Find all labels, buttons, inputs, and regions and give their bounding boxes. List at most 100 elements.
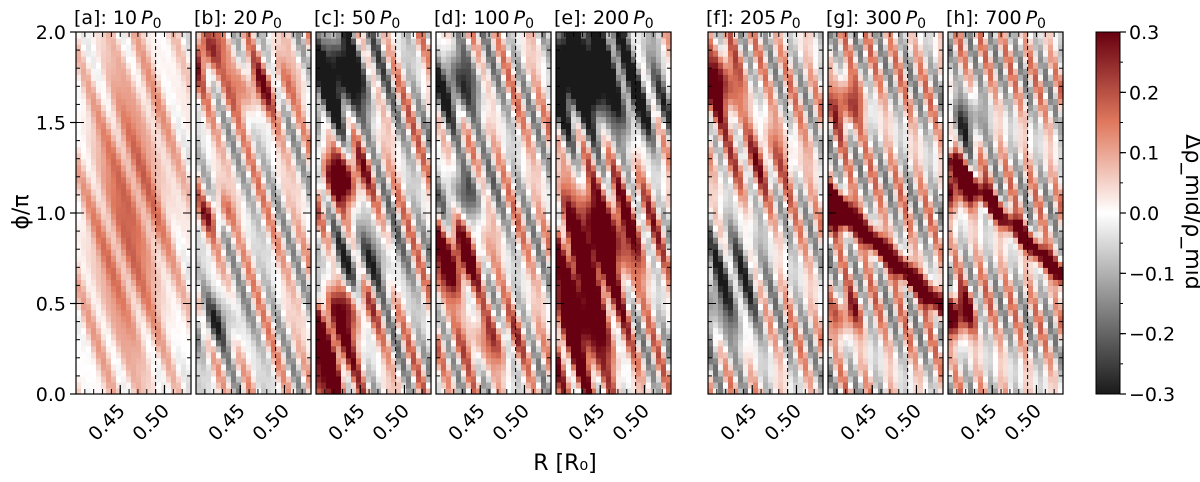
heatmap-cell bbox=[256, 182, 262, 190]
heatmap-cell bbox=[446, 375, 452, 383]
heatmap-cell bbox=[346, 339, 352, 347]
heatmap-cell bbox=[236, 291, 242, 299]
heatmap-cell bbox=[381, 110, 387, 118]
heatmap-cell bbox=[321, 188, 327, 196]
heatmap-cell bbox=[106, 339, 112, 347]
heatmap-cell bbox=[256, 213, 262, 220]
heatmap-cell bbox=[416, 200, 422, 208]
heatmap-cell bbox=[216, 158, 222, 166]
heatmap-cell bbox=[91, 194, 97, 202]
heatmap-cell bbox=[411, 255, 417, 262]
heatmap-cell bbox=[471, 261, 477, 268]
heatmap-cell bbox=[211, 152, 217, 160]
heatmap-cell bbox=[256, 128, 262, 136]
heatmap-cell bbox=[81, 44, 87, 51]
heatmap-cell bbox=[316, 297, 322, 305]
heatmap-cell bbox=[476, 182, 482, 190]
heatmap-cell bbox=[271, 213, 277, 220]
heatmap-cell bbox=[96, 122, 102, 130]
heatmap-cell bbox=[376, 38, 382, 45]
heatmap-cell bbox=[416, 327, 422, 335]
heatmap-cell bbox=[106, 50, 112, 57]
heatmap-cell bbox=[236, 273, 242, 280]
heatmap-cell bbox=[441, 44, 447, 51]
heatmap-cell bbox=[396, 206, 402, 214]
heatmap-cell bbox=[361, 273, 367, 280]
heatmap-cell bbox=[221, 68, 227, 75]
heatmap-cell bbox=[441, 206, 447, 214]
heatmap-cell bbox=[466, 158, 472, 166]
heatmap-cell bbox=[456, 261, 462, 268]
heatmap-cell bbox=[271, 309, 277, 317]
heatmap-cell bbox=[166, 110, 172, 118]
heatmap-cell bbox=[146, 140, 152, 148]
heatmap-cell bbox=[436, 351, 442, 359]
heatmap-cell bbox=[121, 188, 127, 196]
heatmap-cell bbox=[221, 225, 227, 232]
heatmap-cell bbox=[91, 176, 97, 184]
heatmap-cell bbox=[276, 351, 282, 359]
heatmap-cell bbox=[391, 110, 397, 118]
heatmap-cell bbox=[256, 303, 262, 311]
heatmap-cell bbox=[411, 291, 417, 299]
heatmap-cell bbox=[261, 50, 267, 57]
heatmap-cell bbox=[156, 182, 162, 190]
heatmap-cell bbox=[296, 86, 302, 93]
heatmap-cell bbox=[251, 339, 257, 347]
heatmap-cell bbox=[221, 170, 227, 178]
heatmap-cell bbox=[276, 327, 282, 335]
heatmap-cell bbox=[76, 243, 82, 250]
heatmap-cell bbox=[466, 285, 472, 293]
heatmap-cell bbox=[396, 92, 402, 99]
heatmap-cell bbox=[341, 128, 347, 136]
heatmap-cell bbox=[161, 345, 167, 353]
heatmap-cell bbox=[96, 351, 102, 359]
heatmap-cell bbox=[456, 80, 462, 87]
heatmap-cell bbox=[141, 146, 147, 154]
heatmap-cell bbox=[86, 243, 92, 250]
heatmap-cell bbox=[76, 98, 82, 105]
heatmap-cell bbox=[281, 98, 287, 105]
heatmap-cell bbox=[106, 86, 112, 93]
heatmap-cell bbox=[456, 158, 462, 166]
heatmap-cell bbox=[261, 176, 267, 184]
heatmap-cell bbox=[471, 369, 477, 377]
heatmap-cell bbox=[376, 200, 382, 208]
heatmap-cell bbox=[171, 261, 177, 268]
heatmap-cell bbox=[441, 261, 447, 268]
heatmap-cell bbox=[206, 327, 212, 335]
heatmap-cell bbox=[166, 309, 172, 317]
heatmap-cell bbox=[236, 104, 242, 112]
heatmap-cell bbox=[131, 182, 137, 190]
heatmap-cell bbox=[391, 261, 397, 268]
heatmap-cell bbox=[251, 176, 257, 184]
heatmap-cell bbox=[131, 225, 137, 232]
heatmap-cell bbox=[451, 249, 457, 256]
heatmap-cell bbox=[381, 86, 387, 93]
heatmap-cell bbox=[391, 219, 397, 226]
heatmap-cell bbox=[271, 176, 277, 184]
heatmap-cell bbox=[321, 200, 327, 208]
heatmap-cell bbox=[156, 164, 162, 172]
heatmap-cell bbox=[126, 267, 132, 274]
heatmap-cell bbox=[386, 152, 392, 160]
heatmap-cell bbox=[421, 158, 427, 166]
heatmap-cell bbox=[371, 219, 377, 226]
heatmap-cell bbox=[411, 176, 417, 184]
heatmap-cell bbox=[231, 32, 237, 39]
heatmap-cell bbox=[301, 128, 307, 136]
heatmap-cell bbox=[301, 249, 307, 256]
heatmap-cell bbox=[101, 74, 107, 81]
heatmap-cell bbox=[96, 194, 102, 202]
heatmap-cell bbox=[391, 86, 397, 93]
heatmap-cell bbox=[166, 56, 172, 63]
heatmap-cell bbox=[281, 315, 287, 323]
heatmap-cell bbox=[296, 128, 302, 136]
heatmap-cell bbox=[276, 273, 282, 280]
heatmap-cell bbox=[391, 194, 397, 202]
heatmap-cell bbox=[321, 38, 327, 45]
heatmap-cell bbox=[111, 122, 117, 130]
heatmap-cell bbox=[461, 68, 467, 75]
heatmap-cell bbox=[461, 200, 467, 208]
heatmap-cell bbox=[211, 285, 217, 293]
